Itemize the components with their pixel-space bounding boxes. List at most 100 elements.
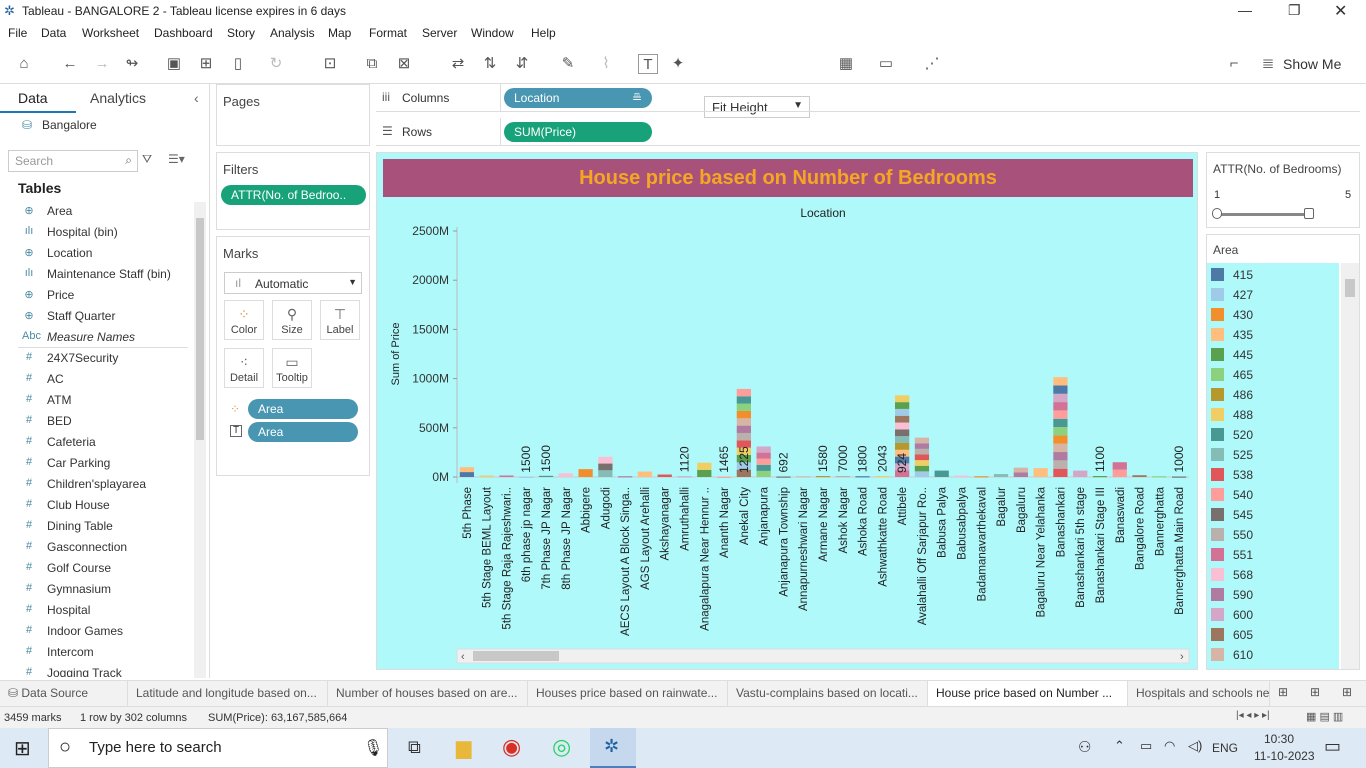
replay-icon[interactable]: ↬ (122, 54, 142, 74)
legend-item[interactable]: 486 (1211, 385, 1339, 405)
new-worksheet-icon[interactable]: ⊡ (320, 54, 340, 74)
restore-icon[interactable]: ❐ (1288, 2, 1301, 19)
menu-window[interactable]: Window (471, 26, 514, 40)
legend-item[interactable]: 415 (1211, 265, 1339, 285)
menu-dashboard[interactable]: Dashboard (154, 26, 213, 40)
share-icon[interactable]: ⋰ (922, 54, 942, 74)
scrollbar-thumb[interactable] (196, 218, 204, 440)
file-explorer-icon[interactable]: ▆ (456, 735, 471, 760)
format-painter-icon[interactable]: ⌐ (1224, 54, 1244, 74)
label-button[interactable]: ⊤ Label (320, 300, 360, 340)
legend-item[interactable]: 550 (1211, 525, 1339, 545)
label-pill[interactable]: Area (248, 422, 358, 442)
chart-type-icon[interactable]: ▦ (836, 54, 856, 74)
datasource-name[interactable]: Bangalore (42, 118, 97, 132)
tooltip-button[interactable]: ▭ Tooltip (272, 348, 312, 388)
menu-format[interactable]: Format (369, 26, 407, 40)
legend-item[interactable]: 545 (1211, 505, 1339, 525)
save-icon[interactable]: ▣ (164, 54, 184, 74)
mark-type-dropdown[interactable]: ıl Automatic ▼ (224, 272, 362, 294)
minimize-icon[interactable]: — (1238, 2, 1252, 18)
field-item[interactable]: # Gymnasium (0, 579, 190, 600)
legend-item[interactable]: 590 (1211, 585, 1339, 605)
chrome-icon[interactable]: ◉ (502, 734, 521, 760)
legend-item[interactable]: 488 (1211, 405, 1339, 425)
group-icon[interactable]: ⌇ (596, 54, 616, 74)
tab-data[interactable]: Data (18, 90, 48, 106)
field-item[interactable]: # Intercom (0, 642, 190, 663)
new-dashboard-icon[interactable]: ⊞ (1310, 685, 1320, 699)
tableau-taskbar-button[interactable]: ✲ (590, 728, 636, 768)
slider-min-handle[interactable] (1212, 208, 1222, 219)
legend-item[interactable]: 568 (1211, 565, 1339, 585)
field-item[interactable]: # Car Parking (0, 453, 190, 474)
show-me-icon[interactable]: ≣ (1258, 54, 1278, 74)
filter-icon[interactable]: ⛛ (142, 152, 152, 167)
windows-start-icon[interactable]: ⊞ (14, 736, 31, 761)
pause-updates-icon[interactable]: ▯ (228, 54, 248, 74)
view-options-icon[interactable]: ☰▾ (168, 152, 185, 166)
color-button[interactable]: ⁘ Color (224, 300, 264, 340)
refresh-icon[interactable]: ↻ (266, 54, 286, 74)
legend-item[interactable]: 427 (1211, 285, 1339, 305)
field-item[interactable]: # Children'splayarea (0, 474, 190, 495)
clock-time[interactable]: 10:30 (1264, 732, 1294, 746)
tab-data-source[interactable]: ⛁ Data Source (0, 681, 128, 707)
sort-asc-icon[interactable]: ⇅ (480, 54, 500, 74)
menu-file[interactable]: File (8, 26, 27, 40)
field-item[interactable]: ılı Maintenance Staff (bin) (0, 264, 190, 285)
field-item[interactable]: ⊕ Area (0, 201, 190, 222)
tray-chevron-icon[interactable]: ⌃ (1114, 738, 1125, 754)
menu-help[interactable]: Help (531, 26, 556, 40)
field-item[interactable]: Abc Measure Names (0, 327, 190, 348)
legend-item[interactable]: 520 (1211, 425, 1339, 445)
field-item[interactable]: # Dining Table (0, 516, 190, 537)
menu-analysis[interactable]: Analysis (270, 26, 315, 40)
field-item[interactable]: ⊕ Location (0, 243, 190, 264)
legend-item[interactable]: 445 (1211, 345, 1339, 365)
field-item[interactable]: ⊕ Staff Quarter (0, 306, 190, 327)
show-me-button[interactable]: Show Me (1283, 56, 1341, 72)
menu-worksheet[interactable]: Worksheet (82, 26, 139, 40)
field-item[interactable]: ılı Hospital (bin) (0, 222, 190, 243)
collapse-icon[interactable]: ‹ (194, 90, 199, 106)
field-item[interactable]: # Hospital (0, 600, 190, 621)
battery-icon[interactable]: ▭ (1140, 738, 1152, 754)
undo-icon[interactable]: ← (60, 54, 80, 74)
tab-sheet[interactable]: Vastu-complains based on locati... (728, 681, 928, 707)
size-button[interactable]: ⚲ Size (272, 300, 312, 340)
columns-pill[interactable]: Location ≞ (504, 88, 652, 108)
legend-item[interactable]: 605 (1211, 625, 1339, 645)
menu-map[interactable]: Map (328, 26, 351, 40)
wifi-icon[interactable]: ◠ (1164, 738, 1175, 754)
clock-date[interactable]: 11-10-2023 (1254, 749, 1315, 763)
color-pill[interactable]: Area (248, 399, 358, 419)
tab-analytics[interactable]: Analytics (90, 90, 146, 106)
tab-sheet[interactable]: Houses price based on rainwate... (528, 681, 728, 707)
field-item[interactable]: # Cafeteria (0, 432, 190, 453)
swap-icon[interactable]: ⇄ (448, 54, 468, 74)
tab-sheet[interactable]: Hospitals and schools ne (1128, 681, 1270, 707)
tab-sheet-active[interactable]: House price based on Number ... (928, 681, 1128, 707)
field-item[interactable]: # ATM (0, 390, 190, 411)
tab-sheet[interactable]: Number of houses based on are... (328, 681, 528, 707)
new-worksheet-icon[interactable]: ⊞ (1278, 685, 1288, 699)
legend-item[interactable]: 525 (1211, 445, 1339, 465)
field-item[interactable]: ⊕ Price (0, 285, 190, 306)
people-icon[interactable]: ⚇ (1078, 738, 1091, 756)
horizontal-scrollbar[interactable] (457, 649, 1189, 663)
legend-item[interactable]: 551 (1211, 545, 1339, 565)
close-icon[interactable]: ✕ (1334, 1, 1347, 21)
language-indicator[interactable]: ENG (1212, 741, 1238, 755)
field-item[interactable]: # Gasconnection (0, 537, 190, 558)
field-item[interactable]: # Club House (0, 495, 190, 516)
sort-desc-icon[interactable]: ⇵ (512, 54, 532, 74)
duplicate-icon[interactable]: ⧉ (362, 54, 382, 74)
detail-button[interactable]: ⁖ Detail (224, 348, 264, 388)
legend-item[interactable]: 435 (1211, 325, 1339, 345)
home-icon[interactable]: ⌂ (14, 54, 34, 74)
field-item[interactable]: #24X7Security (0, 348, 190, 369)
redo-icon[interactable]: → (92, 54, 112, 74)
legend-item[interactable]: 465 (1211, 365, 1339, 385)
sheet-nav-icon[interactable]: |◂ ◂ ▸ ▸| (1236, 710, 1270, 721)
